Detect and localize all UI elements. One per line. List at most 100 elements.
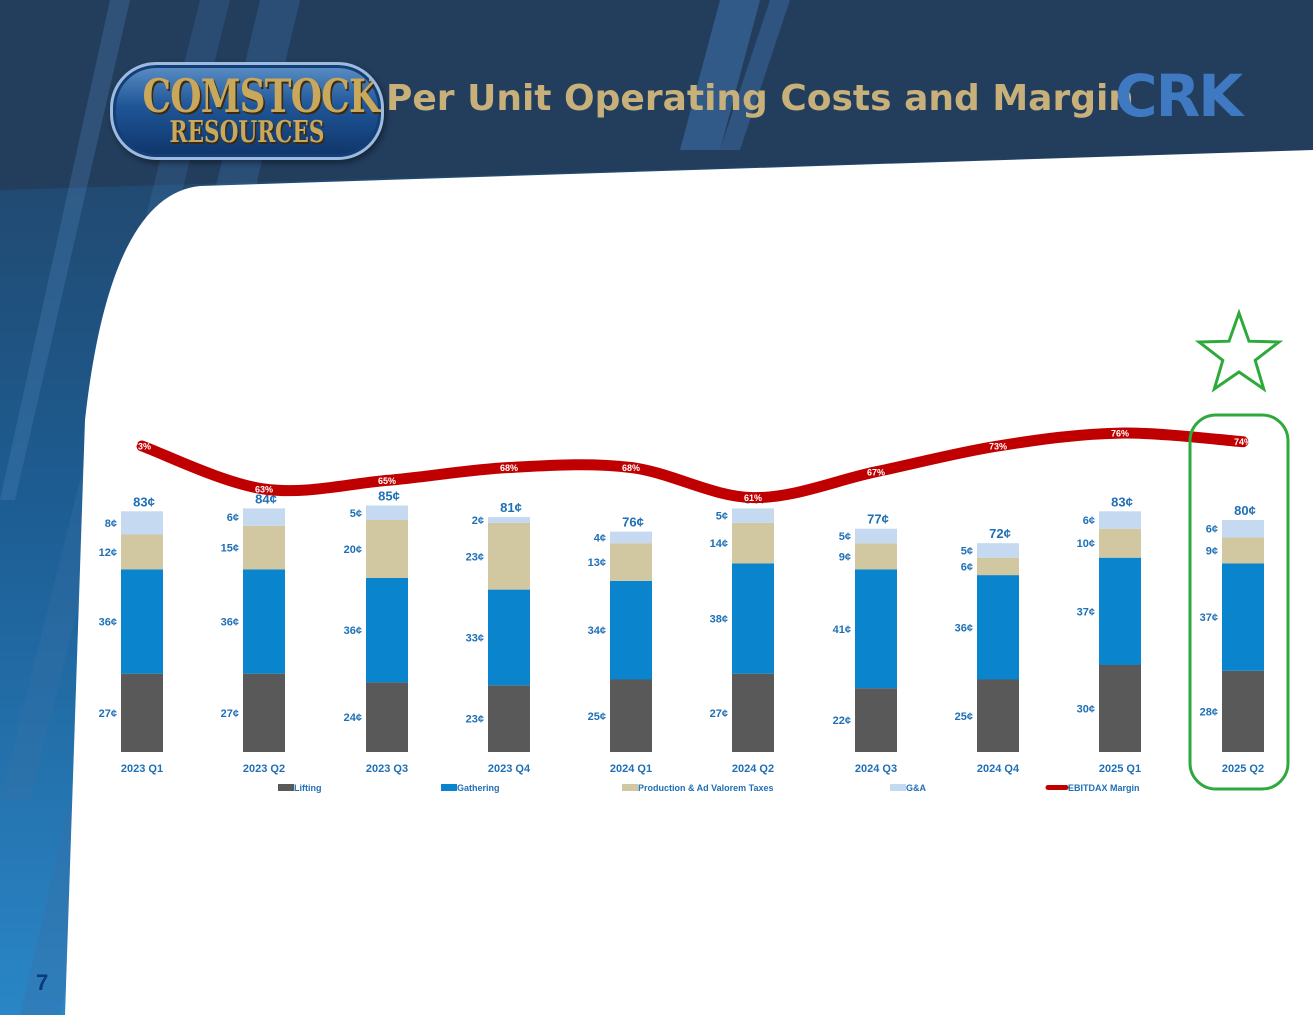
data-label-gathering: 36¢ [99, 617, 117, 629]
data-label-lifting: 27¢ [221, 708, 239, 720]
star-icon [1194, 308, 1284, 393]
data-label-gathering: 37¢ [1077, 606, 1095, 618]
legend-label: EBITDAX Margin [1068, 783, 1140, 793]
bar-segment-gathering [488, 589, 530, 686]
data-label-lifting: 27¢ [99, 708, 117, 720]
line-data-label: 65% [378, 476, 396, 486]
x-tick-label: 2024 Q3 [855, 763, 897, 775]
bar-segment-ga [121, 511, 163, 535]
legend-label: G&A [906, 783, 927, 793]
series-line-ebitdax-margin [136, 427, 1249, 504]
data-label-ga: 6¢ [227, 512, 239, 524]
bar-segment-taxes [366, 520, 408, 578]
data-label-gathering: 36¢ [955, 622, 973, 634]
data-label-taxes: 12¢ [99, 547, 117, 559]
data-label-ga: 5¢ [350, 508, 362, 520]
data-label-gathering: 36¢ [221, 617, 239, 629]
bar-segment-ga [610, 531, 652, 544]
x-tick-label: 2023 Q3 [366, 763, 408, 775]
data-label-ga: 4¢ [594, 532, 606, 544]
line-data-label: 73% [989, 442, 1007, 452]
x-tick-label: 2024 Q4 [977, 763, 1020, 775]
bar-segment-lifting [488, 685, 530, 752]
data-label-gathering: 34¢ [588, 625, 606, 637]
x-tick-label: 2025 Q1 [1099, 763, 1141, 775]
bar-segment-lifting [243, 673, 285, 752]
data-label-lifting: 23¢ [466, 714, 484, 726]
data-label-taxes: 14¢ [710, 538, 728, 550]
line-data-label: 63% [255, 485, 273, 495]
bar-segment-lifting [610, 679, 652, 752]
data-label-total: 80¢ [1234, 503, 1256, 518]
bar-segment-lifting [1222, 670, 1264, 752]
data-label-ga: 5¢ [839, 531, 851, 543]
bar-segment-taxes [1222, 537, 1264, 564]
legend-swatch [278, 784, 294, 791]
bar-segment-gathering [732, 563, 774, 674]
bar-segment-ga [977, 543, 1019, 558]
bar-segment-ga [366, 505, 408, 520]
content-panel [65, 150, 1313, 1015]
bar-segment-lifting [121, 673, 163, 752]
data-label-taxes: 13¢ [588, 557, 606, 569]
data-label-total: 81¢ [500, 500, 522, 515]
data-label-taxes: 23¢ [466, 551, 484, 563]
line-data-label: 68% [622, 463, 640, 473]
data-label-ga: 6¢ [1206, 524, 1218, 536]
bar-segment-gathering [243, 569, 285, 674]
data-label-total: 85¢ [378, 489, 400, 504]
x-tick-label: 2023 Q4 [488, 763, 531, 775]
line-data-label: 73% [133, 442, 151, 452]
bar-segment-taxes [610, 543, 652, 581]
x-tick-label: 2023 Q2 [243, 763, 285, 775]
bar-segment-lifting [1099, 665, 1141, 752]
data-label-ga: 2¢ [472, 515, 484, 527]
logo-text-comstock: COMSTOCK [142, 69, 380, 123]
ticker-logo: CRK [1115, 62, 1243, 130]
line-data-label: 74% [1234, 437, 1252, 447]
legend-label: Gathering [457, 783, 500, 793]
data-label-lifting: 25¢ [955, 711, 973, 723]
data-label-ga: 5¢ [716, 511, 728, 523]
bar-segment-ga [1099, 511, 1141, 529]
bar-segment-lifting [977, 679, 1019, 752]
bar-segment-taxes [243, 525, 285, 570]
bar-segment-gathering [121, 569, 163, 674]
data-label-total: 77¢ [867, 512, 889, 527]
slide-title: Per Unit Operating Costs and Margin [386, 78, 1134, 119]
line-data-label: 61% [744, 493, 762, 503]
bar-segment-ga [243, 508, 285, 526]
data-label-lifting: 27¢ [710, 708, 728, 720]
bar-segment-gathering [977, 575, 1019, 680]
data-label-gathering: 38¢ [710, 614, 728, 626]
legend-swatch [622, 784, 638, 791]
bar-segment-gathering [366, 578, 408, 683]
data-label-ga: 6¢ [1083, 515, 1095, 527]
highlight-oval [1188, 413, 1290, 791]
bar-segment-gathering [610, 580, 652, 680]
line-data-label: 67% [867, 467, 885, 477]
bar-segment-lifting [855, 688, 897, 752]
bar-segment-ga [1222, 520, 1264, 538]
logo-text-resources: RESOURCES [169, 115, 325, 150]
data-label-taxes: 9¢ [839, 551, 851, 563]
line-data-label: 76% [1111, 429, 1129, 439]
data-label-ga: 5¢ [961, 545, 973, 557]
bar-segment-taxes [121, 534, 163, 570]
x-tick-label: 2023 Q1 [121, 763, 163, 775]
data-label-total: 83¢ [133, 494, 155, 509]
bar-segment-ga [855, 528, 897, 544]
bar-segment-ga [488, 517, 530, 523]
data-label-taxes: 20¢ [344, 544, 362, 556]
data-label-lifting: 24¢ [344, 712, 362, 724]
bar-segment-taxes [855, 543, 897, 570]
x-tick-label: 2024 Q2 [732, 763, 774, 775]
bar-segment-ga [732, 508, 774, 523]
page-number: 7 [36, 970, 49, 995]
legend-label: Lifting [294, 783, 322, 793]
bar-segment-gathering [1222, 563, 1264, 671]
data-label-gathering: 37¢ [1200, 612, 1218, 624]
bar-segment-taxes [488, 522, 530, 590]
